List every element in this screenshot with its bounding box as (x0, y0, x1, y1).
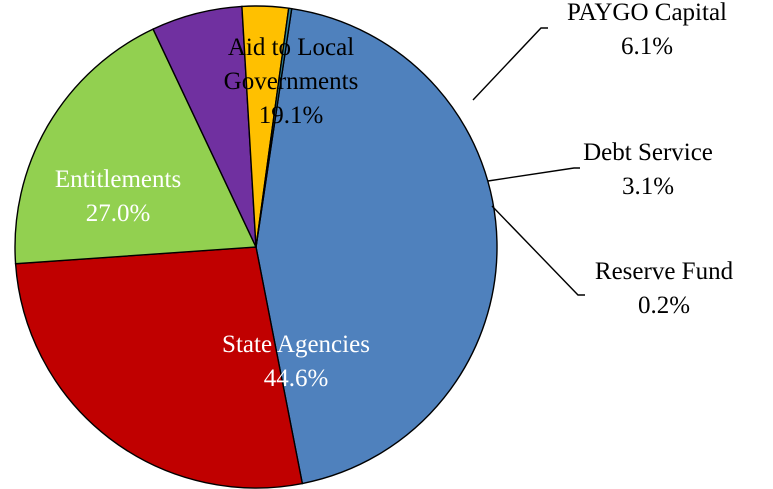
leader-line-debt-service (487, 167, 580, 182)
slice-value-label: 0.2% (638, 292, 690, 319)
slice-category-label: Governments (224, 68, 359, 95)
slice-label-aid-to-local-governments: Aid to Local Governments 19.1% (224, 34, 359, 129)
slice-value-label: 44.6% (264, 365, 329, 392)
slice-label-paygo-capital: PAYGO Capital 6.1% (567, 0, 727, 60)
leader-line-reserve-fund (491, 205, 585, 296)
leader-lines (472, 27, 585, 296)
pie-slices (14, 5, 498, 489)
slice-value-label: 19.1% (259, 102, 324, 129)
slice-category-label: State Agencies (222, 331, 370, 358)
slice-category-label: Entitlements (55, 166, 181, 193)
slice-label-state-agencies: State Agencies 44.6% (222, 331, 370, 392)
pie-slice-aid-to-local-governments (14, 28, 258, 265)
slice-category-label: Reserve Fund (595, 258, 734, 285)
leader-line-paygo-capital (472, 27, 548, 101)
pie-slice-reserve-fund (255, 7, 293, 248)
slice-labels: State Agencies 44.6% Entitlements 27.0% Aid … (55, 0, 734, 392)
slice-value-label: 3.1% (622, 173, 674, 200)
slice-label-entitlements: Entitlements 27.0% (55, 166, 181, 227)
slice-label-debt-service: Debt Service 3.1% (583, 139, 713, 200)
slice-value-label: 6.1% (621, 33, 673, 60)
slice-category-label: Debt Service (583, 139, 713, 166)
slice-category-label: PAYGO Capital (567, 0, 727, 26)
pie-slice-entitlements (14, 246, 304, 489)
slice-value-label: 27.0% (86, 200, 151, 227)
slice-label-reserve-fund: Reserve Fund 0.2% (595, 258, 734, 319)
pie-slice-state-agencies (255, 7, 498, 485)
slice-category-label: Aid to Local (228, 34, 354, 61)
